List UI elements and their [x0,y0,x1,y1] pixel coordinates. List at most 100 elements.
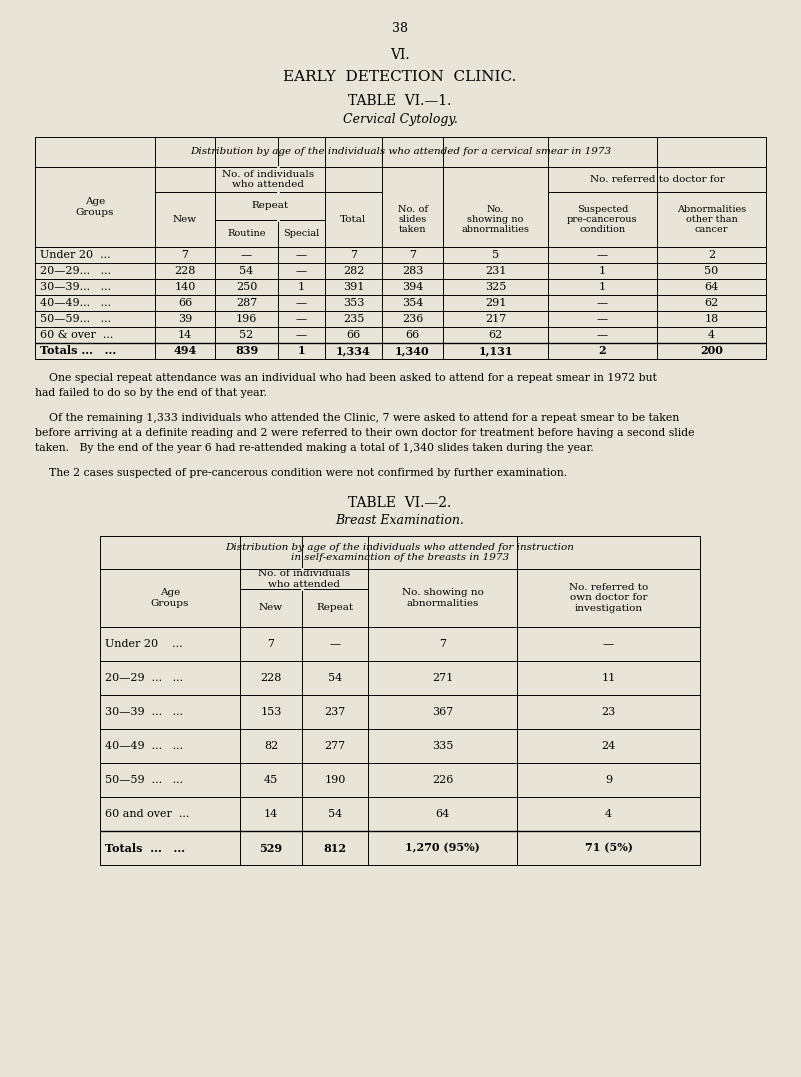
Text: —: — [296,314,307,324]
Text: Totals  ...   ...: Totals ... ... [105,842,185,853]
Text: —: — [329,639,340,649]
Text: 54: 54 [328,673,342,683]
Text: 839: 839 [235,346,258,356]
Text: New: New [259,603,283,613]
Text: 54: 54 [239,266,254,276]
Text: No. of individuals
who attended: No. of individuals who attended [223,170,315,190]
Text: 277: 277 [324,741,345,751]
Text: Age
Groups: Age Groups [151,588,189,607]
Text: Breast Examination.: Breast Examination. [336,514,465,527]
Text: 153: 153 [260,707,282,717]
Text: 7: 7 [409,250,416,260]
Text: 1,131: 1,131 [478,346,513,356]
Text: 66: 66 [346,330,360,340]
Text: 494: 494 [173,346,196,356]
Text: EARLY  DETECTION  CLINIC.: EARLY DETECTION CLINIC. [284,70,517,84]
Text: 7: 7 [350,250,357,260]
Text: Under 20  ...: Under 20 ... [40,250,111,260]
Text: 394: 394 [402,282,423,292]
Text: 50—59...   ...: 50—59... ... [40,314,111,324]
Text: 40—49...   ...: 40—49... ... [40,298,111,308]
Text: Age
Groups: Age Groups [76,197,115,216]
Text: 64: 64 [704,282,718,292]
Text: No.
showing no
abnormalities: No. showing no abnormalities [461,205,529,235]
Text: 60 and over  ...: 60 and over ... [105,809,189,819]
Text: 7: 7 [439,639,446,649]
Text: —: — [296,298,307,308]
Text: 14: 14 [178,330,192,340]
Text: 7: 7 [182,250,188,260]
Text: 50—59  ...   ...: 50—59 ... ... [105,775,183,785]
Text: No. referred to
own doctor for
investigation: No. referred to own doctor for investiga… [569,583,648,613]
Text: 1,340: 1,340 [395,346,430,356]
Text: No. of individuals
who attended: No. of individuals who attended [258,570,350,589]
Text: 7: 7 [268,639,275,649]
Text: Total: Total [340,215,367,224]
Text: 196: 196 [235,314,257,324]
Text: 64: 64 [436,809,449,819]
Text: 2: 2 [708,250,715,260]
Text: —: — [603,639,614,649]
Text: 283: 283 [402,266,423,276]
Text: 54: 54 [328,809,342,819]
Text: 250: 250 [235,282,257,292]
Text: 200: 200 [700,346,723,356]
Text: 354: 354 [402,298,423,308]
Text: Abnormalities
other than
cancer: Abnormalities other than cancer [677,205,746,235]
Text: 237: 237 [324,707,345,717]
Text: 1: 1 [599,266,606,276]
Text: 23: 23 [602,707,616,717]
Text: 190: 190 [324,775,346,785]
Text: 38: 38 [392,23,408,36]
Text: Special: Special [284,228,320,238]
Text: VI.: VI. [390,48,410,62]
Text: 50: 50 [704,266,718,276]
Text: 2: 2 [598,346,606,356]
Text: 235: 235 [343,314,364,324]
Text: Distribution by age of the individuals who attended for instruction
in self-exam: Distribution by age of the individuals w… [226,543,574,562]
Text: 1,334: 1,334 [336,346,371,356]
Text: 62: 62 [489,330,502,340]
Text: Totals ...   ...: Totals ... ... [40,346,116,356]
Text: 45: 45 [264,775,278,785]
Text: —: — [597,330,608,340]
Text: 4: 4 [708,330,715,340]
Text: 335: 335 [432,741,453,751]
Text: —: — [296,330,307,340]
Text: 60 & over  ...: 60 & over ... [40,330,114,340]
Text: Repeat: Repeat [252,201,288,210]
Text: No. of
slides
taken: No. of slides taken [397,205,428,235]
Text: 217: 217 [485,314,506,324]
Text: TABLE  VI.—2.: TABLE VI.—2. [348,496,452,510]
Text: 1: 1 [298,282,305,292]
Text: 1: 1 [599,282,606,292]
Text: Of the remaining 1,333 individuals who attended the Clinic, 7 were asked to atte: Of the remaining 1,333 individuals who a… [35,412,694,452]
Text: Routine: Routine [227,228,266,238]
Text: 40—49  ...   ...: 40—49 ... ... [105,741,183,751]
Text: 812: 812 [324,842,347,853]
Text: Suspected
pre-cancerous
condition: Suspected pre-cancerous condition [567,205,638,235]
Text: No. showing no
abnormalities: No. showing no abnormalities [401,588,484,607]
Text: 228: 228 [260,673,282,683]
Text: 271: 271 [432,673,453,683]
Text: 20—29  ...   ...: 20—29 ... ... [105,673,183,683]
Text: 291: 291 [485,298,506,308]
Text: —: — [597,250,608,260]
Text: 367: 367 [432,707,453,717]
Text: 226: 226 [432,775,453,785]
Text: 71 (5%): 71 (5%) [585,842,633,853]
Text: 140: 140 [175,282,195,292]
Text: 529: 529 [260,842,283,853]
Text: One special repeat attendance was an individual who had been asked to attend for: One special repeat attendance was an ind… [35,373,657,397]
Text: 1: 1 [298,346,305,356]
Text: 1,270 (95%): 1,270 (95%) [405,842,480,853]
Text: 5: 5 [492,250,499,260]
Text: 52: 52 [239,330,254,340]
Text: 39: 39 [178,314,192,324]
Text: No. referred to doctor for: No. referred to doctor for [590,174,724,184]
Text: 20—29...   ...: 20—29... ... [40,266,111,276]
Text: 228: 228 [175,266,195,276]
Text: —: — [241,250,252,260]
Text: 231: 231 [485,266,506,276]
Text: Under 20    ...: Under 20 ... [105,639,183,649]
